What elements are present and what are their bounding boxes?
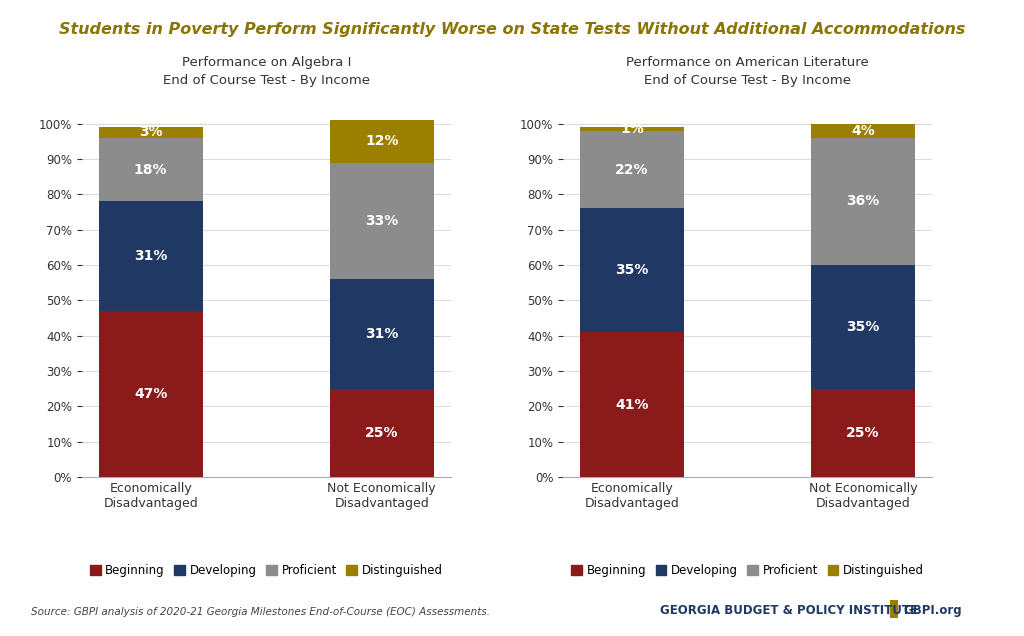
Text: 25%: 25%	[846, 426, 880, 440]
Bar	[330, 389, 434, 477]
Bar	[580, 131, 684, 209]
Text: 3%: 3%	[139, 125, 163, 139]
Bar	[98, 138, 203, 202]
Legend: Beginning, Developing, Proficient, Distinguished: Beginning, Developing, Proficient, Disti…	[566, 559, 929, 582]
Bar	[330, 279, 434, 389]
Text: Source: GBPI analysis of 2020-21 Georgia Milestones End-of-Course (EOC) Assessme: Source: GBPI analysis of 2020-21 Georgia…	[31, 607, 489, 617]
Text: 22%: 22%	[615, 163, 649, 177]
Bar	[811, 123, 915, 138]
Text: 35%: 35%	[847, 320, 880, 334]
Bar	[98, 202, 203, 311]
Bar	[811, 389, 915, 477]
Text: 1%: 1%	[621, 122, 644, 136]
Text: Students in Poverty Perform Significantly Worse on State Tests Without Additiona: Students in Poverty Perform Significantl…	[58, 22, 966, 38]
Bar	[98, 311, 203, 477]
Text: 33%: 33%	[366, 214, 398, 228]
Bar	[580, 127, 684, 131]
Title: Performance on Algebra I
End of Course Test - By Income: Performance on Algebra I End of Course T…	[163, 57, 370, 87]
Bar	[811, 138, 915, 265]
Text: 35%: 35%	[615, 263, 648, 277]
Text: 47%: 47%	[134, 387, 167, 401]
Text: GEORGIA BUDGET & POLICY INSTITUTE: GEORGIA BUDGET & POLICY INSTITUTE	[660, 604, 919, 617]
Bar	[330, 163, 434, 279]
Bar	[330, 120, 434, 163]
Text: 31%: 31%	[366, 327, 398, 341]
Bar	[811, 265, 915, 389]
Bar	[580, 209, 684, 332]
Text: 41%: 41%	[615, 398, 649, 411]
Text: 4%: 4%	[851, 124, 874, 138]
Text: 12%: 12%	[365, 134, 398, 148]
Text: 25%: 25%	[365, 426, 398, 440]
Bar	[98, 127, 203, 138]
Text: 18%: 18%	[134, 163, 168, 177]
Title: Performance on American Literature
End of Course Test - By Income: Performance on American Literature End o…	[626, 57, 869, 87]
Text: 36%: 36%	[847, 195, 880, 209]
Text: GBPI.org: GBPI.org	[903, 604, 962, 617]
Legend: Beginning, Developing, Proficient, Distinguished: Beginning, Developing, Proficient, Disti…	[85, 559, 447, 582]
Bar	[580, 332, 684, 477]
Text: 31%: 31%	[134, 249, 167, 263]
